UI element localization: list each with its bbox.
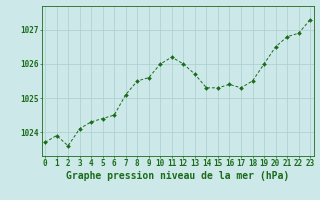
- X-axis label: Graphe pression niveau de la mer (hPa): Graphe pression niveau de la mer (hPa): [66, 171, 289, 181]
